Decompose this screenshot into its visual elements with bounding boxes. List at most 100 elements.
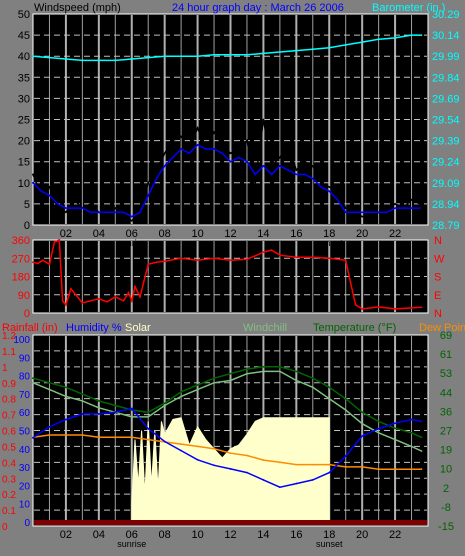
dew-point-point: [377, 468, 380, 471]
barometer-y-tick-29.54: 29.54: [432, 115, 460, 127]
temp-x-tick-12: 12: [224, 529, 236, 541]
wind-average-point: [114, 211, 117, 214]
wind-gust-point: [229, 152, 232, 155]
direction-point: [155, 261, 158, 264]
wind-sunrise-label: sunrise: [117, 238, 146, 248]
temp-x-tick-22: 22: [389, 529, 401, 541]
barometer-point: [295, 49, 298, 52]
barometer-point: [278, 51, 281, 53]
direction-point: [213, 257, 215, 260]
direction-point: [246, 258, 248, 261]
dew-point-point: [81, 434, 84, 436]
wind-average-point: [394, 207, 396, 210]
barometer-point: [344, 44, 347, 46]
wind-average-point: [139, 211, 141, 214]
temperature-point: [246, 368, 248, 371]
wind-gust-point: [32, 173, 34, 176]
humidity-point: [180, 449, 183, 452]
wind-average-point: [89, 211, 92, 214]
barometer-point: [394, 37, 396, 39]
direction-point: [270, 249, 273, 252]
wind-average-point: [418, 207, 421, 210]
humidity-point: [48, 425, 51, 428]
temp-x-tick-18: 18: [323, 529, 335, 541]
humidity-point: [196, 458, 199, 461]
temperature-point: [114, 404, 117, 407]
humidity-point: [410, 418, 413, 421]
temperature-point: [328, 386, 331, 389]
wind-average-point: [122, 211, 125, 214]
wind-average-point: [180, 148, 183, 150]
temp-y-tick-6: 36: [440, 406, 452, 418]
windchill-point: [196, 388, 199, 391]
wind-y-tick-30: 30: [18, 93, 30, 105]
wind-gust-point: [418, 203, 421, 205]
temp-x-tick-02: 02: [60, 529, 72, 541]
temperature-point: [163, 402, 166, 405]
direction-point: [61, 299, 64, 302]
humidity-point: [130, 407, 133, 410]
wind-average-point: [320, 186, 322, 188]
wind-gust-point: [262, 118, 265, 121]
windchill-point: [48, 388, 51, 391]
dew-point-point: [147, 438, 150, 441]
wind-average-point: [229, 160, 232, 163]
wind-average-series: [32, 143, 420, 218]
direction-point: [394, 308, 396, 310]
wind-gust-point: [56, 207, 59, 210]
direction-point: [196, 259, 199, 262]
humidity-point: [65, 418, 67, 421]
rain-y-tick-11: 1.1: [2, 347, 16, 358]
humidity-y-tick-6: 60: [19, 408, 31, 419]
dew-point-point: [213, 447, 215, 450]
legend-solar: Solar: [125, 322, 151, 334]
dew-point-point: [196, 445, 199, 448]
rain-y-tick-4: 0.4: [2, 458, 16, 469]
barometer-point: [361, 41, 364, 44]
direction-point: [295, 256, 298, 259]
dew-point-point: [361, 465, 364, 468]
temp-y-tick-5: 27: [440, 426, 452, 438]
humidity-y-tick-3: 30: [19, 463, 31, 474]
humidity-point: [97, 413, 100, 415]
wind-gust-point: [287, 143, 290, 146]
wind-gust-point: [196, 127, 199, 129]
direction-point: [81, 301, 84, 304]
windchill-point: [420, 450, 423, 452]
dew-point-point: [328, 463, 331, 466]
wind-x-tick-02: 02: [60, 228, 72, 240]
temp-y-tick-1: -8: [441, 502, 451, 514]
wind-gust-point: [48, 186, 51, 188]
windchill-point: [361, 422, 364, 425]
wind-gust-point: [385, 207, 388, 210]
humidity-point: [361, 435, 364, 437]
wind-average-point: [278, 165, 281, 167]
windchill-point: [213, 381, 215, 384]
wind-average-point: [196, 143, 199, 146]
direction-compass-3: E: [434, 290, 441, 302]
barometer-point: [114, 59, 117, 62]
temp-y-tick-2: 2: [443, 483, 449, 495]
wind-gust-point: [130, 219, 133, 222]
dew-point-point: [394, 468, 396, 471]
wind-gust-point: [295, 169, 298, 172]
direction-point: [328, 257, 331, 260]
direction-point: [41, 259, 44, 262]
wind-gust-point: [394, 203, 396, 205]
wind-y-tick-45: 45: [18, 30, 30, 42]
windchill-point: [65, 395, 67, 398]
windchill-point: [394, 438, 396, 441]
windchill-point: [328, 397, 331, 400]
direction-compass-0: N: [434, 235, 442, 247]
barometer-point: [213, 53, 215, 56]
direction-point: [37, 262, 39, 265]
direction-point: [349, 281, 352, 284]
wind-average-point: [385, 211, 388, 214]
temperature-point: [196, 384, 199, 386]
direction-point: [114, 295, 117, 298]
humidity-point: [81, 413, 84, 415]
direction-point: [69, 287, 72, 290]
barometer-point: [48, 56, 51, 59]
temperature-point: [420, 436, 423, 439]
wind-average-point: [287, 169, 290, 172]
